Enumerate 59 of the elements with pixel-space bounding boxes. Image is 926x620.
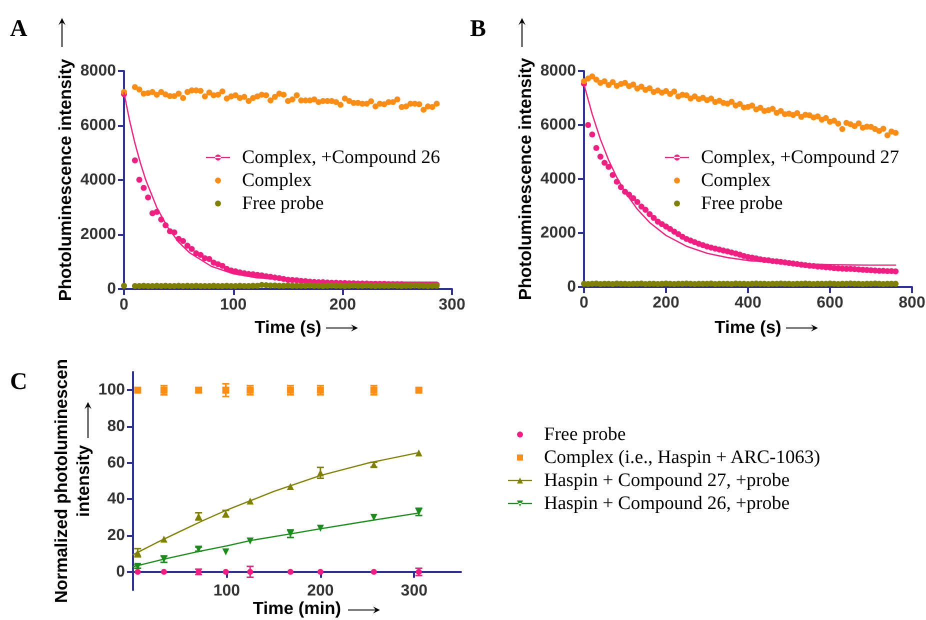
y-tick-label: 6000 (80, 117, 116, 134)
point (134, 568, 141, 575)
legend-label: Complex, +Compound 26 (242, 147, 440, 168)
y-tick-label: 8000 (80, 62, 116, 80)
x-tick-label: 200 (307, 582, 334, 600)
point (370, 568, 377, 575)
legend-label: Haspin + Compound 26, +probe (544, 493, 790, 514)
x-tick-label: 200 (652, 294, 680, 312)
y-tick-label: 2000 (80, 226, 116, 243)
x-tick-label: 300 (438, 296, 466, 314)
legend-label: Complex (i.e., Haspin + ARC-1063) (544, 447, 820, 468)
chart-title: A (10, 16, 28, 42)
y-tick-label: 8000 (540, 62, 576, 80)
y-tick-label: 2000 (540, 224, 576, 242)
y-tick-label: 80 (107, 418, 126, 435)
x-tick-label: 600 (816, 294, 844, 312)
x-axis-title: Time (s) (254, 317, 322, 337)
point (370, 514, 378, 521)
x-tick-label: 800 (898, 294, 926, 312)
x-tick-label: 0 (580, 294, 589, 312)
y-tick-label: 4000 (540, 170, 576, 188)
x-axis-title: Time (min) (252, 598, 342, 618)
x-tick-label: 300 (400, 582, 428, 600)
legend-label: Complex (701, 170, 772, 191)
point (195, 386, 202, 394)
point (415, 386, 422, 394)
y-axis-title: Normalized photoluminescen intensity (51, 358, 93, 604)
point (316, 524, 324, 532)
chart-title: C (10, 369, 28, 395)
y-tick-label: 6000 (540, 116, 576, 134)
y-tick-label: 40 (107, 490, 126, 508)
x-tick-label: 200 (329, 296, 356, 314)
y-axis-title: Photoluminescence intensity (515, 58, 535, 300)
legend-label: Complex (242, 170, 312, 191)
legend-label: Free probe (544, 424, 626, 445)
legend-label: Free probe (701, 193, 783, 214)
point (317, 568, 324, 575)
x-tick-label: 100 (220, 296, 247, 314)
y-tick-label: 60 (107, 454, 126, 472)
y-tick-label: 100 (98, 382, 126, 399)
point (222, 568, 229, 575)
point (134, 386, 142, 394)
x-axis-title: Time (s) (714, 317, 782, 337)
legend-label: Free probe (242, 193, 324, 214)
legend-label: Haspin + Compound 27, +probe (544, 470, 790, 491)
point (287, 568, 294, 575)
y-axis-title: Photoluminescence intensity (55, 58, 75, 302)
point (160, 568, 167, 575)
y-tick-label: 0 (567, 278, 576, 296)
x-tick-label: 100 (213, 582, 240, 600)
y-tick-label: 0 (116, 563, 126, 580)
y-tick-label: 20 (107, 527, 126, 544)
legend-label: Complex, +Compound 27 (701, 147, 900, 168)
y-tick-label: 4000 (80, 172, 116, 188)
y-tick-label: 0 (107, 280, 116, 298)
point (222, 548, 230, 556)
chart-title: B (470, 16, 486, 42)
x-tick-label: 400 (734, 294, 762, 312)
point (415, 449, 422, 456)
